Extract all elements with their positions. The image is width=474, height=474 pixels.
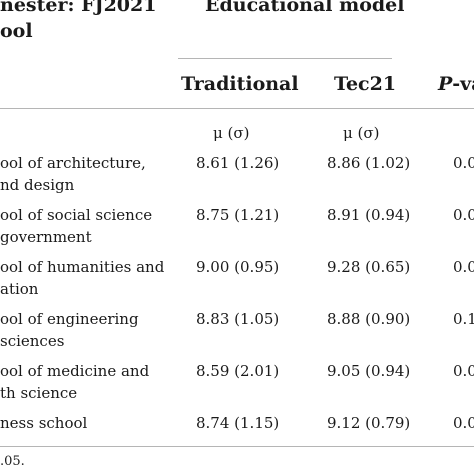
school-name-line2: government [0,228,92,246]
col-tec21: Tec21 [334,73,397,95]
header-rule-bottom [0,108,474,109]
traditional-value: 9.00 (0.95) [196,258,280,276]
p-value: 0.0 [453,154,474,172]
traditional-value: 8.74 (1.15) [196,414,280,432]
school-name-line1: ness school [0,414,88,432]
p-value: 0.0 [453,206,474,224]
tec21-value: 9.05 (0.94) [327,362,411,380]
header-rule-top [178,58,392,59]
col-pvalue-rest: -va [452,73,474,95]
school-label: ool [0,20,33,42]
tec21-value: 9.28 (0.65) [327,258,411,276]
col-pvalue: P-va [438,73,474,95]
p-value: 0.0 [453,258,474,276]
stat-traditional: μ (σ) [213,124,250,142]
traditional-value: 8.75 (1.21) [196,206,280,224]
col-pvalue-p: P [438,73,453,95]
stat-tec21: μ (σ) [343,124,380,142]
p-value: 0.0 [453,362,474,380]
p-value: 0.1 [453,310,474,328]
tec21-value: 9.12 (0.79) [327,414,411,432]
educational-model-label: Educational model [205,0,405,16]
semester-label: nester: FJ2021 [0,0,157,16]
traditional-value: 8.83 (1.05) [196,310,280,328]
school-name-line2: nd design [0,176,75,194]
col-traditional: Traditional [181,73,299,95]
footnote: .05. [0,454,25,469]
traditional-value: 8.59 (2.01) [196,362,280,380]
school-name-line2: sciences [0,332,65,350]
school-name-line1: ool of architecture, [0,154,146,172]
school-name-line1: ool of social science [0,206,153,224]
school-name-line1: ool of humanities and [0,258,165,276]
school-name-line1: ool of engineering [0,310,139,328]
tec21-value: 8.88 (0.90) [327,310,411,328]
table-bottom-rule [0,446,474,447]
traditional-value: 8.61 (1.26) [196,154,280,172]
school-name-line1: ool of medicine and [0,362,150,380]
p-value: 0.0 [453,414,474,432]
school-name-line2: th science [0,384,78,402]
tec21-value: 8.91 (0.94) [327,206,411,224]
tec21-value: 8.86 (1.02) [327,154,411,172]
school-name-line2: ation [0,280,39,298]
